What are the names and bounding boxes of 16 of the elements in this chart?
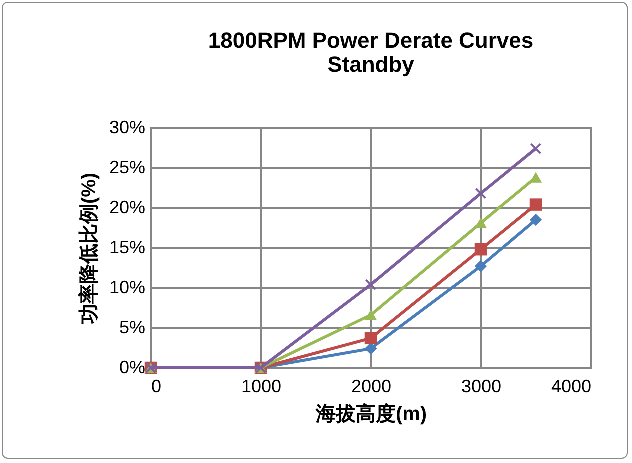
y-tick-label: 25% bbox=[109, 158, 146, 178]
x-axis-title: 海拔高度(m) bbox=[314, 402, 428, 426]
y-tick-label: 10% bbox=[109, 278, 146, 298]
y-tick-label: 5% bbox=[119, 318, 146, 338]
y-axis-title: 功率降低比例(%) bbox=[77, 172, 100, 326]
x-tick-label: 3000 bbox=[461, 376, 502, 396]
x-tick-label: 0 bbox=[152, 376, 162, 396]
text: Standby bbox=[328, 52, 414, 77]
y-tick-label: 20% bbox=[109, 198, 146, 218]
x-tick-label: 4000 bbox=[551, 376, 592, 396]
x-tick-label: 1000 bbox=[241, 376, 282, 396]
y-tick-label: 0% bbox=[119, 358, 146, 378]
y-tick-label: 15% bbox=[109, 238, 146, 258]
x-tick-label: 2000 bbox=[351, 376, 392, 396]
y-tick-label: 30% bbox=[109, 118, 146, 138]
text: 1800RPM Power Derate Curves bbox=[208, 28, 534, 53]
